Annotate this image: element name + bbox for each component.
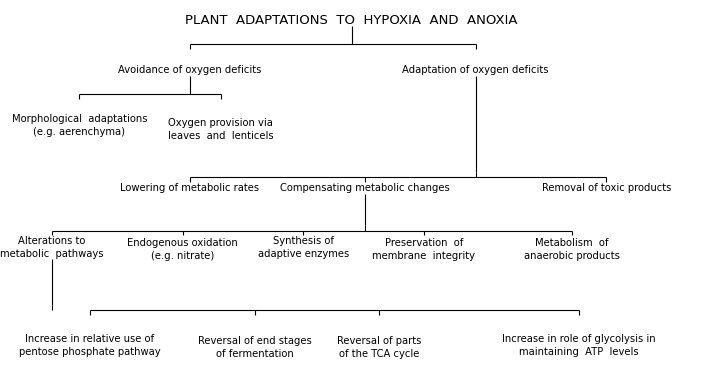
Text: Metabolism  of
anaerobic products: Metabolism of anaerobic products <box>524 238 620 261</box>
Text: Compensating metabolic changes: Compensating metabolic changes <box>280 184 450 193</box>
Text: Removal of toxic products: Removal of toxic products <box>542 184 671 193</box>
Text: Lowering of metabolic rates: Lowering of metabolic rates <box>120 184 259 193</box>
Text: Increase in relative use of
pentose phosphate pathway: Increase in relative use of pentose phos… <box>19 334 160 357</box>
Text: Synthesis of
adaptive enzymes: Synthesis of adaptive enzymes <box>257 236 349 259</box>
Text: Adaptation of oxygen deficits: Adaptation of oxygen deficits <box>402 65 549 75</box>
Text: Oxygen provision via
leaves  and  lenticels: Oxygen provision via leaves and lenticel… <box>168 118 273 141</box>
Text: Alterations to
metabolic  pathways: Alterations to metabolic pathways <box>0 236 103 259</box>
Text: Increase in role of glycolysis in
maintaining  ATP  levels: Increase in role of glycolysis in mainta… <box>502 334 656 357</box>
Text: PLANT  ADAPTATIONS  TO  HYPOXIA  AND  ANOXIA: PLANT ADAPTATIONS TO HYPOXIA AND ANOXIA <box>186 14 517 27</box>
Text: Avoidance of oxygen deficits: Avoidance of oxygen deficits <box>118 65 262 75</box>
Text: Reversal of parts
of the TCA cycle: Reversal of parts of the TCA cycle <box>337 336 421 359</box>
Text: Morphological  adaptations
(e.g. aerenchyma): Morphological adaptations (e.g. aerenchy… <box>12 115 147 137</box>
Text: Preservation  of
membrane  integrity: Preservation of membrane integrity <box>373 238 475 261</box>
Text: Reversal of end stages
of fermentation: Reversal of end stages of fermentation <box>198 336 312 359</box>
Text: Endogenous oxidation
(e.g. nitrate): Endogenous oxidation (e.g. nitrate) <box>127 238 238 261</box>
